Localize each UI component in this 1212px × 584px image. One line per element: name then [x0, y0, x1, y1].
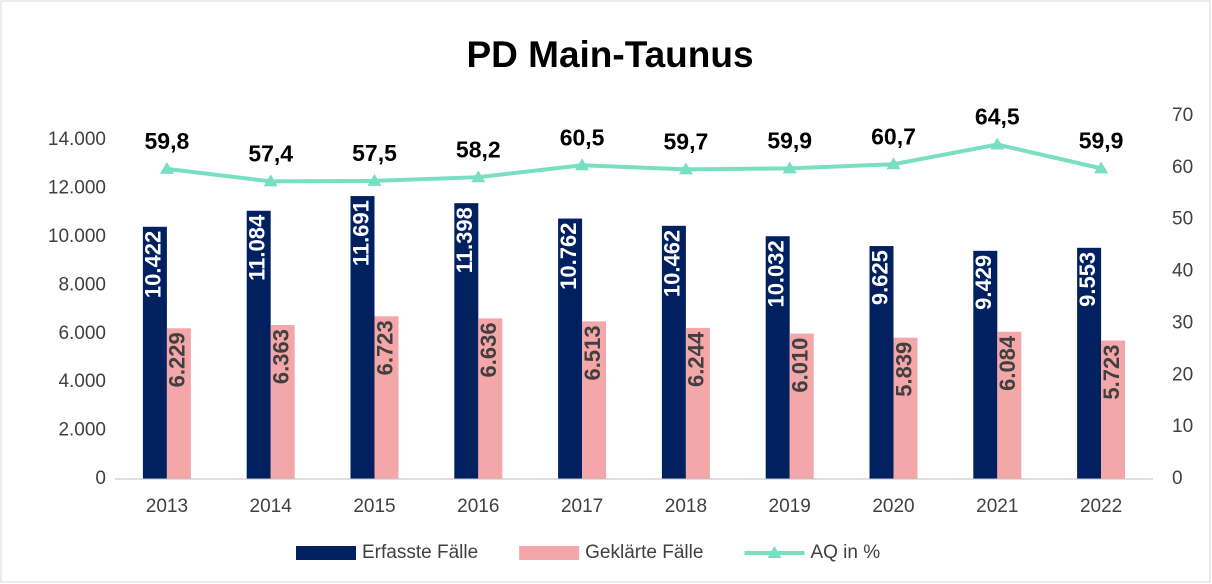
line-value-label: 57,4: [248, 140, 293, 166]
legend-swatch: [296, 546, 356, 560]
x-tick-label: 2013: [146, 496, 188, 517]
line-value-label: 59,7: [664, 128, 709, 154]
line-marker: [263, 174, 278, 187]
line-marker: [990, 137, 1005, 150]
line-marker: [886, 157, 901, 170]
y2-tick-label: 40: [1172, 261, 1193, 282]
y-tick-label: 14.000: [48, 129, 106, 150]
bar: [1077, 247, 1102, 479]
bar: [166, 328, 191, 479]
bar-value-label: 6.636: [476, 322, 501, 377]
line-value-label: 57,5: [352, 140, 397, 166]
line-marker: [678, 162, 693, 175]
y-tick-label: 0: [95, 468, 106, 489]
y-tick-label: 10.000: [48, 226, 106, 247]
line-marker: [1094, 161, 1109, 174]
x-tick-label: 2022: [1080, 496, 1122, 517]
line-marker: [575, 158, 590, 171]
bar: [685, 327, 710, 479]
bar: [661, 225, 686, 479]
line-value-label: 64,5: [975, 104, 1020, 130]
bar: [582, 321, 607, 479]
y2-tick-label: 0: [1172, 468, 1183, 489]
line-value-label: 59,8: [145, 128, 190, 154]
line-value-label: 59,9: [1079, 127, 1124, 153]
bar-value-label: 11.084: [245, 214, 270, 281]
bar-value-label: 9.429: [971, 255, 996, 310]
bar-value-label: 6.010: [788, 338, 813, 393]
y2-tick-label: 60: [1172, 157, 1193, 178]
bar: [374, 316, 399, 479]
bar: [765, 236, 790, 479]
y2-tick-label: 30: [1172, 312, 1193, 333]
y-tick-label: 2.000: [58, 420, 106, 441]
bar: [893, 337, 918, 479]
legend-label: Geklärte Fälle: [585, 542, 703, 563]
bar-value-label: 6.229: [165, 332, 190, 387]
bar: [246, 210, 271, 479]
bar-value-label: 6.244: [684, 331, 709, 387]
bar: [270, 325, 295, 479]
y2-tick-label: 70: [1172, 105, 1193, 126]
line-value-label: 60,7: [871, 123, 916, 149]
bar-value-label: 10.762: [556, 223, 581, 290]
bar: [558, 218, 583, 479]
x-tick-label: 2020: [872, 496, 914, 517]
legend-label: Erfasste Fälle: [362, 542, 478, 563]
bar-value-label: 9.553: [1075, 252, 1100, 307]
bar-value-label: 6.084: [995, 335, 1020, 391]
legend-label: AQ in %: [810, 542, 880, 563]
bar-value-label: 9.625: [867, 250, 892, 305]
line-marker: [159, 161, 174, 174]
bar: [997, 331, 1022, 479]
bar-value-label: 10.422: [141, 231, 166, 298]
x-tick-label: 2016: [457, 496, 499, 517]
chart-title: PD Main-Taunus: [466, 34, 753, 75]
bar-value-label: 6.723: [372, 320, 397, 375]
line-value-label: 60,5: [560, 124, 605, 150]
bar: [478, 318, 503, 479]
bar-value-label: 5.839: [891, 342, 916, 397]
line-value-label: 59,9: [767, 127, 812, 153]
bar: [142, 226, 167, 479]
bar-value-label: 6.363: [269, 329, 294, 384]
x-tick-label: 2019: [769, 496, 811, 517]
bar: [789, 333, 814, 479]
bar-value-label: 11.691: [348, 200, 373, 266]
bar-value-label: 6.513: [580, 325, 605, 380]
y-tick-label: 4.000: [58, 371, 106, 392]
bar-value-label: 11.398: [452, 207, 477, 273]
y2-tick-label: 20: [1172, 364, 1193, 385]
y-tick-label: 6.000: [58, 323, 106, 344]
line-marker: [471, 170, 486, 183]
x-tick-label: 2018: [665, 496, 707, 517]
bar: [973, 250, 998, 479]
y-tick-label: 8.000: [58, 274, 106, 295]
bar: [350, 196, 375, 479]
line-marker: [367, 173, 382, 186]
line-value-label: 58,2: [456, 136, 501, 162]
y-tick-label: 12.000: [48, 178, 106, 199]
x-tick-label: 2015: [353, 496, 395, 517]
bar: [1101, 340, 1126, 479]
legend-marker: [767, 546, 782, 558]
bar-value-label: 10.032: [764, 240, 789, 307]
bar: [454, 203, 479, 479]
y2-tick-label: 50: [1172, 209, 1193, 230]
bar: [869, 246, 894, 479]
x-tick-label: 2021: [976, 496, 1018, 517]
bar-value-label: 10.462: [660, 230, 685, 297]
x-tick-label: 2017: [561, 496, 603, 517]
line-marker: [782, 161, 797, 174]
y2-tick-label: 10: [1172, 416, 1193, 437]
x-tick-label: 2014: [250, 496, 293, 517]
legend-swatch: [519, 546, 580, 560]
bar-value-label: 5.723: [1099, 345, 1124, 400]
line: [166, 142, 1102, 184]
